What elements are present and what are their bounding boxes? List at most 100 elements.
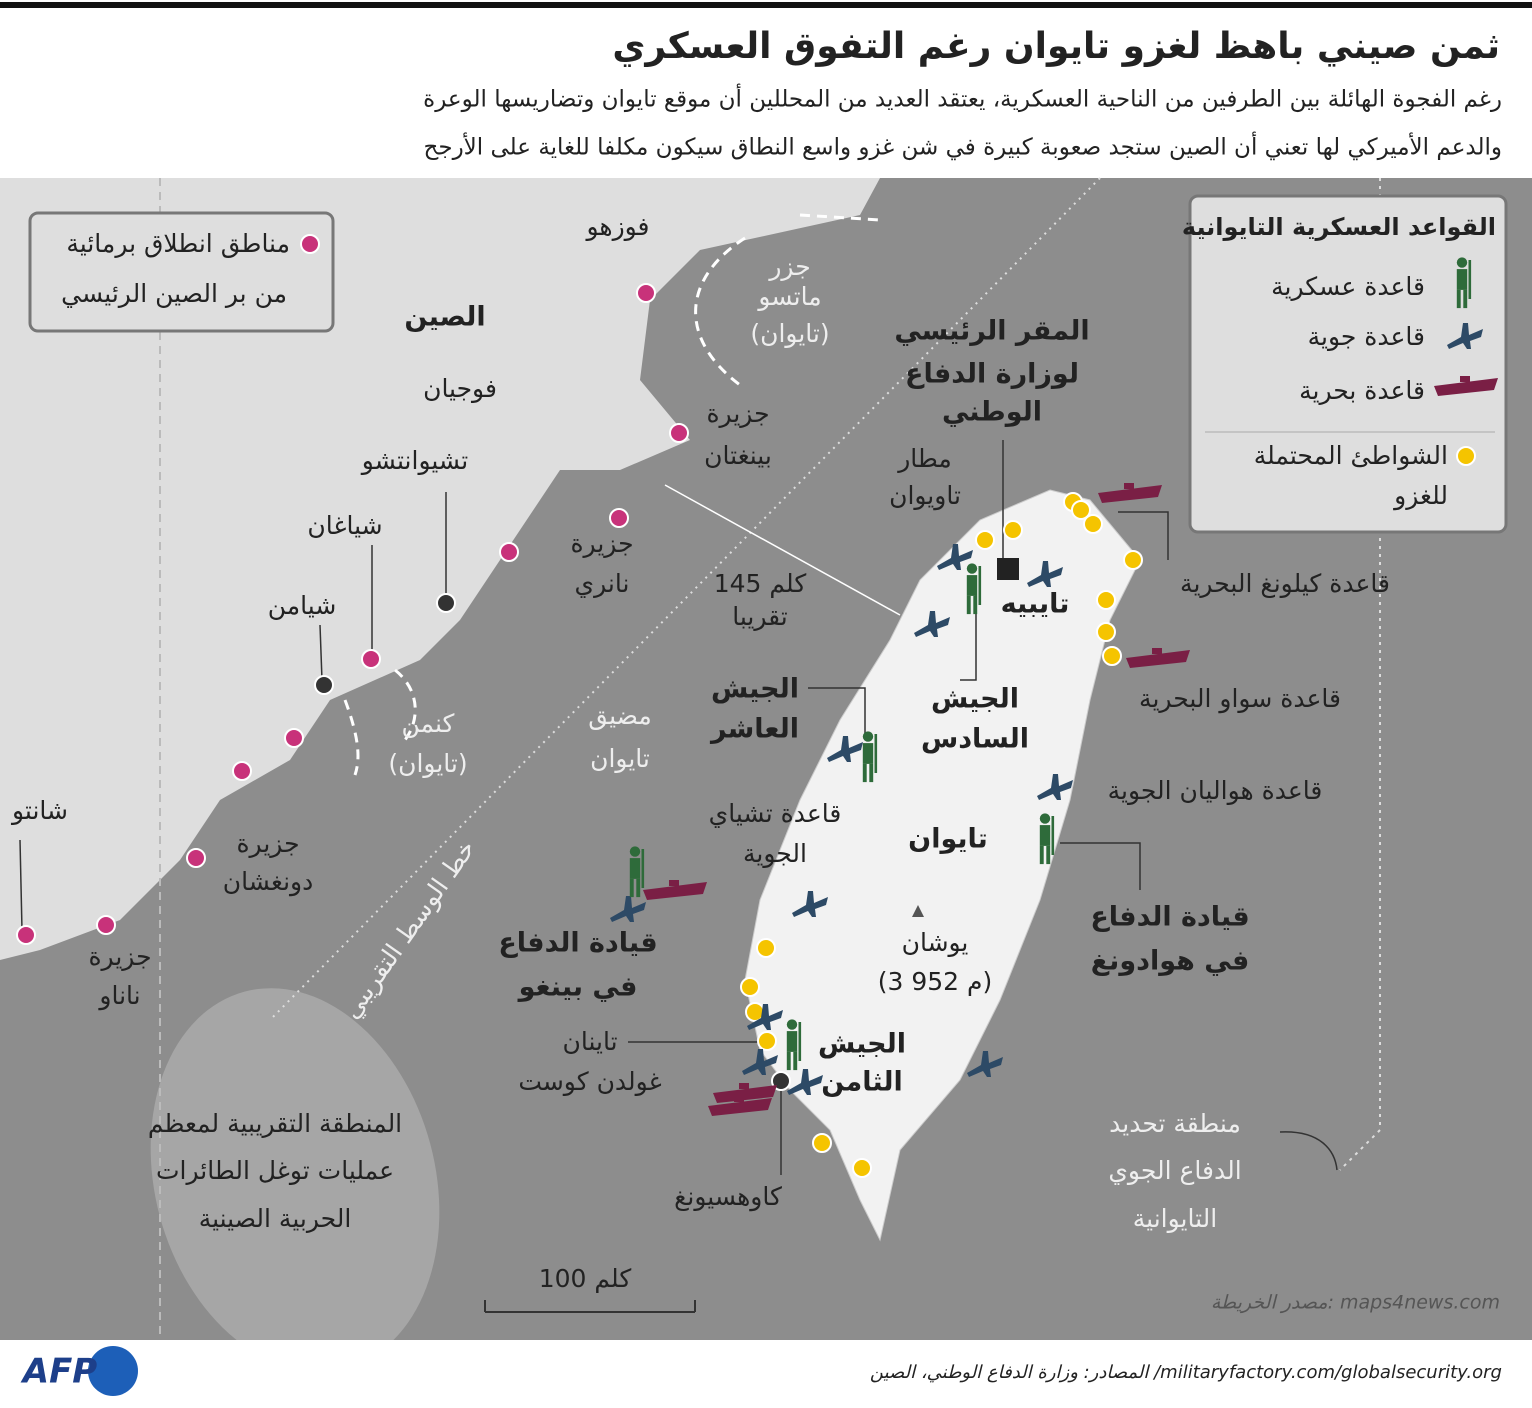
distance-arrow	[664, 484, 901, 616]
map-label: السادس	[921, 724, 1029, 755]
dot	[1083, 514, 1103, 534]
map-label: غولدن كوست	[518, 1067, 661, 1096]
map-label: تشيوانتشو	[360, 446, 468, 475]
map-label: مطار	[896, 444, 952, 473]
adiz-line	[1339, 178, 1381, 1171]
dot	[812, 1133, 832, 1153]
taiwan-island	[744, 489, 1141, 1242]
legend-item: قاعدة عسكرية	[1271, 272, 1425, 301]
legend-text: مناطق انطلاق برمائية	[66, 229, 290, 258]
dot	[314, 675, 334, 695]
dot	[436, 593, 456, 613]
dot	[186, 848, 206, 868]
map-label: لوزارة الدفاع	[905, 359, 1079, 390]
map-label: 100 كلم	[539, 1264, 632, 1294]
map-label: تقريبا	[732, 602, 788, 631]
map-source: مصدر الخريطة: maps4news.com	[1211, 1292, 1500, 1314]
dot	[1096, 590, 1116, 610]
dot	[1071, 500, 1091, 520]
map-label: (تايوان)	[750, 319, 829, 348]
subtitle: رغم الفجوة الهائلة بين الطرفين من الناحي…	[423, 84, 1502, 113]
map-label: تايوان	[908, 824, 988, 855]
map-label: قيادة الدفاع	[1090, 902, 1249, 933]
map-label: المقر الرئيسي	[894, 316, 1089, 347]
dot	[232, 761, 252, 781]
dot	[1096, 622, 1116, 642]
map-label: جزيرة	[570, 529, 633, 558]
incursion-zone	[150, 988, 440, 1372]
legend-item: قاعدة بحرية	[1299, 376, 1425, 405]
map-label: العاشر	[709, 714, 799, 745]
dot	[975, 530, 995, 550]
dot	[361, 649, 381, 669]
top-rule	[0, 2, 1532, 8]
title: ثمن صيني باهظ لغزو تايوان رغم التفوق الع…	[612, 26, 1500, 67]
legend-item: الشواطئ المحتملة	[1254, 441, 1448, 470]
map-label: قاعدة تشياي	[709, 799, 842, 828]
legend-item: قاعدة جوية	[1308, 322, 1425, 351]
map-label: تايوان	[590, 744, 650, 773]
afp-circle	[88, 1346, 138, 1396]
legend-title: القواعد العسكرية التايوانية	[1182, 213, 1496, 241]
map-label: شيامن	[268, 591, 337, 620]
dot	[284, 728, 304, 748]
map-label: المنطقة التقريبية لمعظم	[148, 1109, 402, 1139]
dot	[16, 925, 36, 945]
map-label: الصين	[404, 302, 485, 333]
china-land	[0, 178, 880, 960]
legend-text: من بر الصين الرئيسي	[61, 279, 287, 308]
map-label: قاعدة كيلونغ البحرية	[1180, 569, 1390, 599]
map-label: جزيرة	[236, 829, 299, 858]
map-label: (3 952 م)	[878, 967, 993, 996]
dot	[96, 915, 116, 935]
map-label: دونغشان	[223, 867, 314, 897]
map-label: كاوهسيونغ	[674, 1182, 782, 1212]
map-label: شانتو	[10, 796, 68, 825]
dot	[1456, 446, 1476, 466]
map-label: ماتسو	[756, 282, 821, 311]
map-label: جزر	[767, 252, 810, 281]
dot	[609, 508, 629, 528]
bases-legend	[1188, 194, 1508, 534]
map-label: تايبيه	[1001, 589, 1070, 620]
legend-item: للغزو	[1392, 481, 1448, 511]
map-label: الحربية الصينية	[199, 1204, 352, 1233]
map-label: تاويوان	[889, 481, 961, 511]
map-label: قيادة الدفاع	[498, 928, 657, 959]
map-label: (تايوان)	[388, 749, 467, 778]
dot	[756, 938, 776, 958]
map-label: كنمن	[402, 709, 455, 738]
map-label: الوطني	[942, 397, 1042, 428]
map-label: الدفاع الجوي	[1108, 1156, 1241, 1185]
map-label: 145 كلم	[714, 569, 807, 599]
peak	[912, 905, 924, 917]
dot	[636, 283, 656, 303]
map-label: التايوانية	[1133, 1204, 1217, 1233]
logo: AFP	[20, 1352, 98, 1392]
map-label: قاعدة سواو البحرية	[1139, 684, 1341, 714]
map-label: شياغان	[307, 511, 382, 540]
dot	[740, 977, 760, 997]
dot	[852, 1158, 872, 1178]
map-label: الجيش	[711, 674, 799, 705]
map-label: مضيق	[588, 701, 651, 730]
matsu-boundary	[694, 213, 881, 387]
map-label: الجوية	[743, 839, 807, 868]
map-label: فوزهو	[584, 212, 649, 241]
map-label: منطقة تحديد	[1109, 1109, 1241, 1138]
dot	[1102, 646, 1122, 666]
sources: المصادر: وزارة الدفاع الوطني، الصين /mil…	[870, 1362, 1502, 1383]
map-label: عمليات توغل الطائرات	[156, 1156, 394, 1185]
map-label: الجيش	[931, 684, 1019, 715]
dot	[1003, 520, 1023, 540]
subtitle: والدعم الأميركي لها تعني أن الصين ستجد ص…	[424, 132, 1502, 161]
map-label: تاينان	[562, 1027, 617, 1056]
map-label: نانري	[575, 569, 630, 598]
map-label: في بينغو	[517, 972, 638, 1003]
kinmen-boundary	[343, 668, 417, 776]
dot	[1123, 550, 1143, 570]
launch-legend	[28, 211, 335, 333]
dot	[757, 1031, 777, 1051]
map-label: فوجيان	[423, 374, 497, 403]
